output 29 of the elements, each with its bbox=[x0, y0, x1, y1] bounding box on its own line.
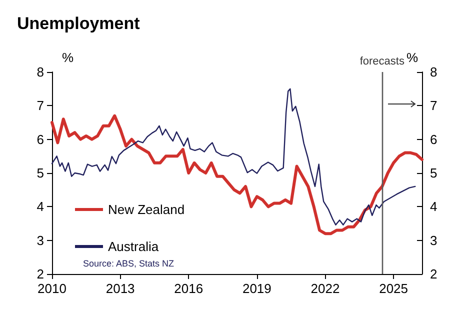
x-tick-label: 2016 bbox=[174, 281, 204, 296]
y-tick-label: 7 bbox=[36, 98, 44, 114]
y-tick-label: 4 bbox=[36, 199, 44, 214]
annotation: Source: ABS, Stats NZ bbox=[83, 258, 175, 268]
line-series bbox=[50, 114, 424, 236]
y2-tick-label: 3 bbox=[430, 232, 438, 248]
y2-axis-title: % bbox=[406, 50, 418, 65]
y-tick-label: 8 bbox=[36, 64, 44, 80]
x-tick-label: 2013 bbox=[106, 281, 135, 296]
line-series bbox=[51, 88, 416, 226]
y2-tick-label: 8 bbox=[430, 64, 438, 80]
y2-tick-label: 7 bbox=[430, 98, 438, 114]
y-axis-title: % bbox=[62, 50, 74, 65]
y-tick-label: 6 bbox=[36, 132, 44, 147]
legend-label: New Zealand bbox=[108, 202, 185, 217]
y2-tick-label: 2 bbox=[430, 266, 438, 282]
x-tick-label: 2025 bbox=[379, 281, 408, 296]
y-tick-label: 3 bbox=[36, 232, 44, 248]
legend-label: Australia bbox=[108, 239, 160, 254]
x-tick-label: 2010 bbox=[38, 281, 66, 296]
x-tick-label: 2019 bbox=[242, 281, 272, 296]
x-tick-label: 2022 bbox=[310, 281, 340, 296]
chart-title: Unemployment bbox=[17, 14, 140, 33]
ref-line-label: forecasts bbox=[360, 56, 405, 68]
y2-tick-label: 4 bbox=[430, 199, 438, 214]
y2-tick-label: 5 bbox=[430, 166, 438, 180]
y-tick-label: 2 bbox=[36, 266, 44, 282]
y2-tick-label: 6 bbox=[430, 132, 438, 147]
y-tick-label: 5 bbox=[36, 166, 44, 180]
